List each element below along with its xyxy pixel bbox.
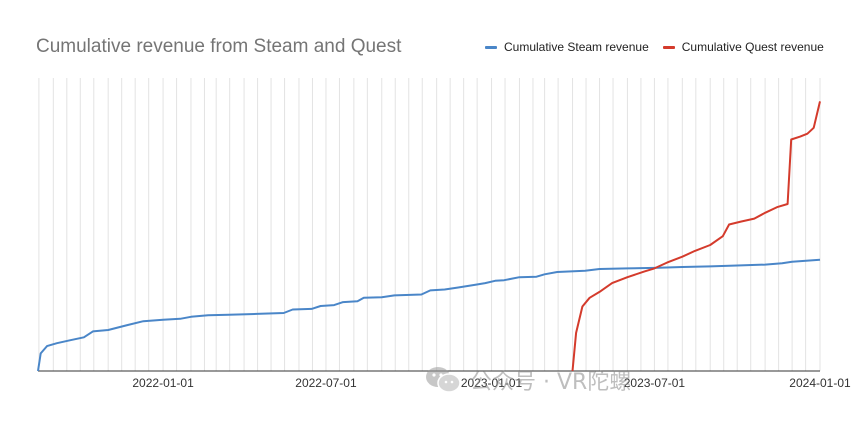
grid-lines (38, 78, 821, 371)
chart-legend: Cumulative Steam revenue Cumulative Ques… (485, 40, 824, 54)
x-tick-labels: 2022-01-01 2022-07-01 2023-01-01 2023-07-01… (132, 376, 851, 390)
series-line-steam (37, 258, 821, 372)
x-tick-label: 2023-07-01 (624, 376, 686, 390)
legend-label-steam: Cumulative Steam revenue (504, 40, 649, 54)
x-tick-label: 2022-07-01 (295, 376, 357, 390)
x-tick-label: 2022-01-01 (132, 376, 194, 390)
legend-item-quest[interactable]: Cumulative Quest revenue (662, 40, 824, 54)
series-line-quest (571, 101, 821, 372)
x-tick-label: 2023-01-01 (461, 376, 523, 390)
legend-swatch-steam (485, 45, 497, 49)
legend-swatch-quest (662, 45, 675, 49)
series-lines (37, 101, 821, 372)
x-tick-label: 2024-01-01 (789, 376, 851, 390)
legend-item-steam[interactable]: Cumulative Steam revenue (485, 40, 649, 54)
legend-label-quest: Cumulative Quest revenue (681, 40, 824, 54)
chart-title: Cumulative revenue from Steam and Quest (36, 36, 402, 57)
